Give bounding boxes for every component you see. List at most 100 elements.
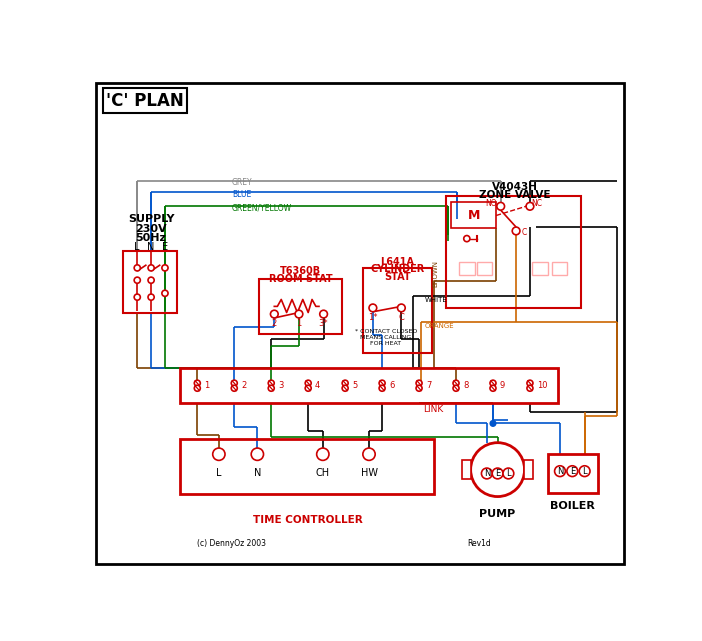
Text: 1: 1 — [296, 319, 302, 328]
Bar — [124, 251, 178, 313]
Circle shape — [527, 385, 533, 391]
Circle shape — [490, 420, 496, 426]
Circle shape — [148, 277, 154, 283]
Circle shape — [342, 380, 348, 386]
Bar — [532, 262, 548, 275]
Circle shape — [305, 380, 311, 386]
Circle shape — [270, 310, 278, 318]
Circle shape — [464, 235, 470, 242]
Text: N: N — [484, 469, 490, 478]
Circle shape — [251, 448, 263, 460]
Text: CYLINDER: CYLINDER — [371, 265, 425, 274]
Circle shape — [342, 385, 348, 391]
Text: TIME CONTROLLER: TIME CONTROLLER — [253, 515, 362, 526]
Text: BLUE: BLUE — [232, 190, 251, 199]
Bar — [524, 460, 533, 479]
Text: ROOM STAT: ROOM STAT — [269, 274, 332, 284]
Bar — [462, 460, 472, 479]
Text: GREEN/YELLOW: GREEN/YELLOW — [232, 203, 292, 212]
Text: L: L — [506, 469, 510, 478]
Text: BOILER: BOILER — [550, 501, 595, 511]
Text: * CONTACT CLOSED: * CONTACT CLOSED — [355, 329, 417, 333]
Text: MEANS CALLING: MEANS CALLING — [360, 335, 411, 340]
Text: 'C' PLAN: 'C' PLAN — [106, 92, 184, 110]
Bar — [103, 88, 187, 113]
Bar — [446, 196, 581, 308]
Circle shape — [416, 385, 422, 391]
Text: NC: NC — [531, 199, 543, 208]
Circle shape — [497, 203, 505, 210]
Text: HW: HW — [361, 469, 378, 478]
Text: 1: 1 — [204, 381, 209, 390]
Text: L641A: L641A — [380, 256, 414, 267]
Text: 5: 5 — [352, 381, 357, 390]
Text: NO: NO — [485, 199, 496, 208]
Text: CH: CH — [316, 469, 330, 478]
Circle shape — [379, 380, 385, 386]
Circle shape — [268, 380, 274, 386]
Text: 3*: 3* — [319, 319, 329, 328]
Circle shape — [470, 443, 524, 497]
Circle shape — [162, 265, 168, 271]
Circle shape — [295, 310, 303, 318]
Circle shape — [231, 385, 237, 391]
Circle shape — [194, 380, 200, 386]
Circle shape — [134, 265, 140, 271]
Text: E: E — [495, 469, 501, 478]
Text: L: L — [582, 467, 587, 476]
Text: 8: 8 — [463, 381, 468, 390]
Text: C: C — [521, 228, 526, 237]
Text: 2: 2 — [241, 381, 246, 390]
Text: M: M — [468, 209, 480, 222]
Circle shape — [319, 310, 327, 318]
Text: WHITE: WHITE — [425, 297, 447, 303]
Bar — [451, 203, 496, 228]
Text: N: N — [557, 467, 563, 476]
Circle shape — [416, 380, 422, 386]
Text: 50Hz: 50Hz — [135, 233, 166, 243]
Bar — [259, 279, 342, 334]
Text: T6360B: T6360B — [280, 266, 321, 276]
Circle shape — [148, 294, 154, 300]
Text: SUPPLY: SUPPLY — [128, 214, 174, 224]
Bar — [548, 454, 599, 493]
Text: ZONE VALVE: ZONE VALVE — [479, 190, 550, 201]
Bar — [459, 262, 475, 275]
Text: GREY: GREY — [232, 178, 253, 187]
Text: 10: 10 — [537, 381, 548, 390]
Text: E: E — [162, 242, 168, 252]
Circle shape — [492, 468, 503, 479]
Circle shape — [305, 385, 311, 391]
Circle shape — [194, 385, 200, 391]
Text: LINK: LINK — [423, 405, 443, 414]
Text: N: N — [147, 242, 155, 252]
Text: Rev1d: Rev1d — [467, 539, 491, 548]
Circle shape — [379, 385, 385, 391]
Text: 6: 6 — [389, 381, 395, 390]
Text: E: E — [569, 467, 575, 476]
Text: STAT: STAT — [384, 272, 411, 282]
Bar — [180, 439, 435, 494]
Bar — [363, 268, 432, 353]
Circle shape — [268, 385, 274, 391]
Circle shape — [490, 385, 496, 391]
Text: (c) DennyOz 2003: (c) DennyOz 2003 — [197, 539, 266, 548]
Text: V4043H: V4043H — [491, 182, 538, 192]
Text: 2: 2 — [272, 319, 277, 328]
Circle shape — [134, 294, 140, 300]
Text: 4: 4 — [315, 381, 320, 390]
Circle shape — [134, 277, 140, 283]
Text: N: N — [253, 469, 261, 478]
Circle shape — [397, 304, 405, 312]
Circle shape — [162, 290, 168, 296]
Circle shape — [526, 203, 534, 210]
Circle shape — [527, 380, 533, 386]
Circle shape — [369, 304, 377, 312]
Text: C: C — [399, 313, 404, 322]
Circle shape — [363, 448, 375, 460]
Text: 7: 7 — [426, 381, 431, 390]
Bar — [477, 262, 492, 275]
Circle shape — [213, 448, 225, 460]
Circle shape — [503, 468, 514, 479]
Circle shape — [555, 466, 565, 476]
